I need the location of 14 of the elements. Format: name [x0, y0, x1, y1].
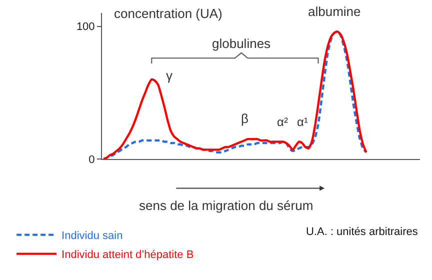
annotation: β — [241, 111, 248, 126]
y-axis-title: concentration (UA) — [114, 6, 222, 21]
annotation: α² — [277, 115, 288, 129]
annotation: globulines — [212, 36, 272, 51]
y-tick-label: 100 — [76, 21, 95, 34]
line-series — [102, 30, 368, 159]
x-axis-title: sens de la migration du sérum — [139, 198, 314, 213]
annotation: albumine — [308, 4, 361, 19]
annotation: α¹ — [297, 115, 308, 129]
legend-label: Individu sain — [62, 230, 123, 242]
legend-label: Individu atteint d’hépatite B — [62, 249, 194, 262]
y-tick-label: 0 — [88, 154, 95, 166]
text: U.A. : unités arbitraires — [306, 226, 418, 238]
annotation: γ — [166, 68, 173, 83]
